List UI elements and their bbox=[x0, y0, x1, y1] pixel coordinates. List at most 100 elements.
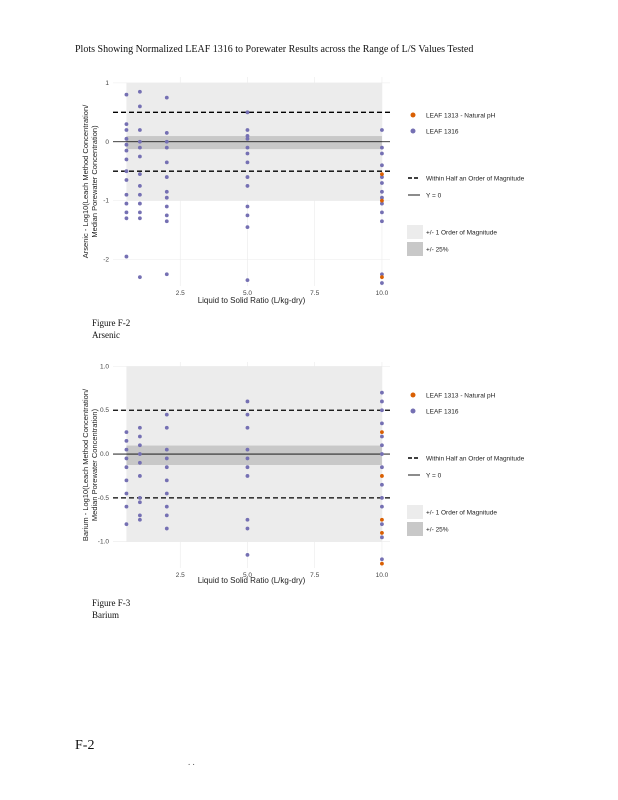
data-point bbox=[137, 201, 142, 206]
figure-caption-arsenic: Figure F-2 Arsenic bbox=[92, 317, 130, 341]
data-point bbox=[380, 210, 384, 215]
data-point bbox=[124, 136, 129, 141]
data-point bbox=[124, 504, 129, 509]
data-point bbox=[380, 408, 384, 413]
legend-label: +/- 1 Order of Magnitude bbox=[426, 510, 497, 517]
data-point bbox=[380, 421, 384, 426]
data-point bbox=[380, 561, 384, 566]
data-point bbox=[245, 412, 250, 417]
data-point bbox=[164, 456, 169, 461]
x-tick-label: 10.0 bbox=[376, 290, 389, 297]
data-point bbox=[164, 131, 169, 135]
data-point bbox=[245, 110, 250, 115]
data-point bbox=[137, 425, 142, 430]
data-point bbox=[245, 278, 250, 283]
data-point bbox=[164, 213, 169, 218]
data-point bbox=[245, 151, 250, 156]
data-point bbox=[137, 89, 142, 94]
data-point bbox=[245, 133, 250, 138]
data-point bbox=[137, 139, 142, 144]
data-point bbox=[380, 443, 384, 448]
data-point bbox=[380, 201, 384, 206]
legend-marker bbox=[410, 128, 416, 134]
legend-label: LEAF 1316 bbox=[426, 129, 459, 136]
page-title: Plots Showing Normalized LEAF 1316 to Po… bbox=[75, 44, 474, 55]
x-tick-label: 5.0 bbox=[243, 290, 252, 297]
figure-caption-barium: Figure F-3 Barium bbox=[92, 597, 130, 621]
data-point bbox=[380, 198, 384, 203]
data-point bbox=[137, 275, 142, 280]
legend-swatch bbox=[407, 522, 423, 536]
data-point bbox=[245, 552, 250, 557]
data-point bbox=[245, 474, 250, 478]
data-point bbox=[124, 210, 129, 215]
data-point bbox=[245, 517, 250, 522]
data-point bbox=[380, 390, 384, 395]
legend-label: LEAF 1316 bbox=[426, 409, 459, 416]
y-tick-label: 1.0 bbox=[100, 363, 109, 370]
legend-label: Within Half an Order of Magnitude bbox=[426, 456, 525, 463]
data-point bbox=[380, 275, 384, 280]
data-point bbox=[137, 513, 142, 518]
data-point bbox=[164, 513, 169, 518]
data-point bbox=[380, 181, 384, 185]
legend-label: +/- 25% bbox=[426, 527, 449, 534]
data-point bbox=[124, 92, 129, 97]
data-point bbox=[380, 399, 384, 404]
figure-element: Barium bbox=[92, 610, 119, 620]
y-axis-title-line2: Median Porewater Concentration) bbox=[90, 408, 99, 521]
data-point bbox=[245, 175, 250, 179]
data-point bbox=[124, 522, 129, 527]
page-number: F-2 bbox=[75, 738, 95, 753]
y-tick-label: -1.0 bbox=[98, 539, 110, 546]
legend-label: Y = 0 bbox=[426, 193, 442, 200]
data-point bbox=[137, 460, 142, 465]
data-point bbox=[137, 172, 142, 177]
legend-label: +/- 1 Order of Magnitude bbox=[426, 230, 497, 237]
data-point bbox=[124, 456, 129, 461]
data-point bbox=[124, 430, 129, 435]
data-point bbox=[137, 104, 142, 109]
data-point bbox=[380, 465, 384, 470]
data-point bbox=[124, 491, 129, 496]
data-point bbox=[245, 128, 250, 132]
footer-mark: . . bbox=[188, 757, 195, 767]
data-point bbox=[124, 157, 129, 162]
data-point bbox=[137, 517, 142, 522]
data-point bbox=[245, 465, 250, 470]
legend-marker bbox=[410, 392, 416, 398]
y-tick-label: -1 bbox=[103, 198, 109, 205]
data-point bbox=[380, 522, 384, 527]
legend-label: +/- 25% bbox=[426, 247, 449, 254]
figure-element: Arsenic bbox=[92, 330, 120, 340]
data-point bbox=[124, 201, 129, 206]
pct25-band bbox=[126, 136, 382, 150]
data-point bbox=[137, 443, 142, 448]
legend-swatch bbox=[407, 242, 423, 256]
data-point bbox=[380, 189, 384, 194]
data-point bbox=[380, 474, 384, 478]
y-tick-label: 0.0 bbox=[100, 451, 109, 458]
x-tick-label: 10.0 bbox=[376, 572, 389, 579]
data-point bbox=[380, 531, 384, 535]
data-point bbox=[380, 281, 384, 285]
data-point bbox=[164, 95, 169, 100]
data-point bbox=[124, 178, 129, 182]
y-axis-title-line2: Median Porewater Concentration) bbox=[90, 125, 99, 238]
order-of-magnitude-band bbox=[126, 82, 382, 201]
data-point bbox=[164, 491, 169, 496]
y-tick-label: -0.5 bbox=[98, 495, 110, 502]
legend-marker bbox=[410, 408, 416, 414]
data-point bbox=[124, 465, 129, 470]
data-point bbox=[380, 452, 384, 456]
figure-label: Figure F-2 bbox=[92, 318, 131, 328]
y-tick-label: -2 bbox=[103, 257, 109, 264]
data-point bbox=[380, 219, 384, 224]
data-point bbox=[124, 122, 129, 126]
data-point bbox=[137, 452, 142, 456]
data-point bbox=[245, 136, 250, 141]
data-point bbox=[380, 434, 384, 439]
data-point bbox=[380, 195, 384, 200]
data-point bbox=[124, 148, 129, 153]
